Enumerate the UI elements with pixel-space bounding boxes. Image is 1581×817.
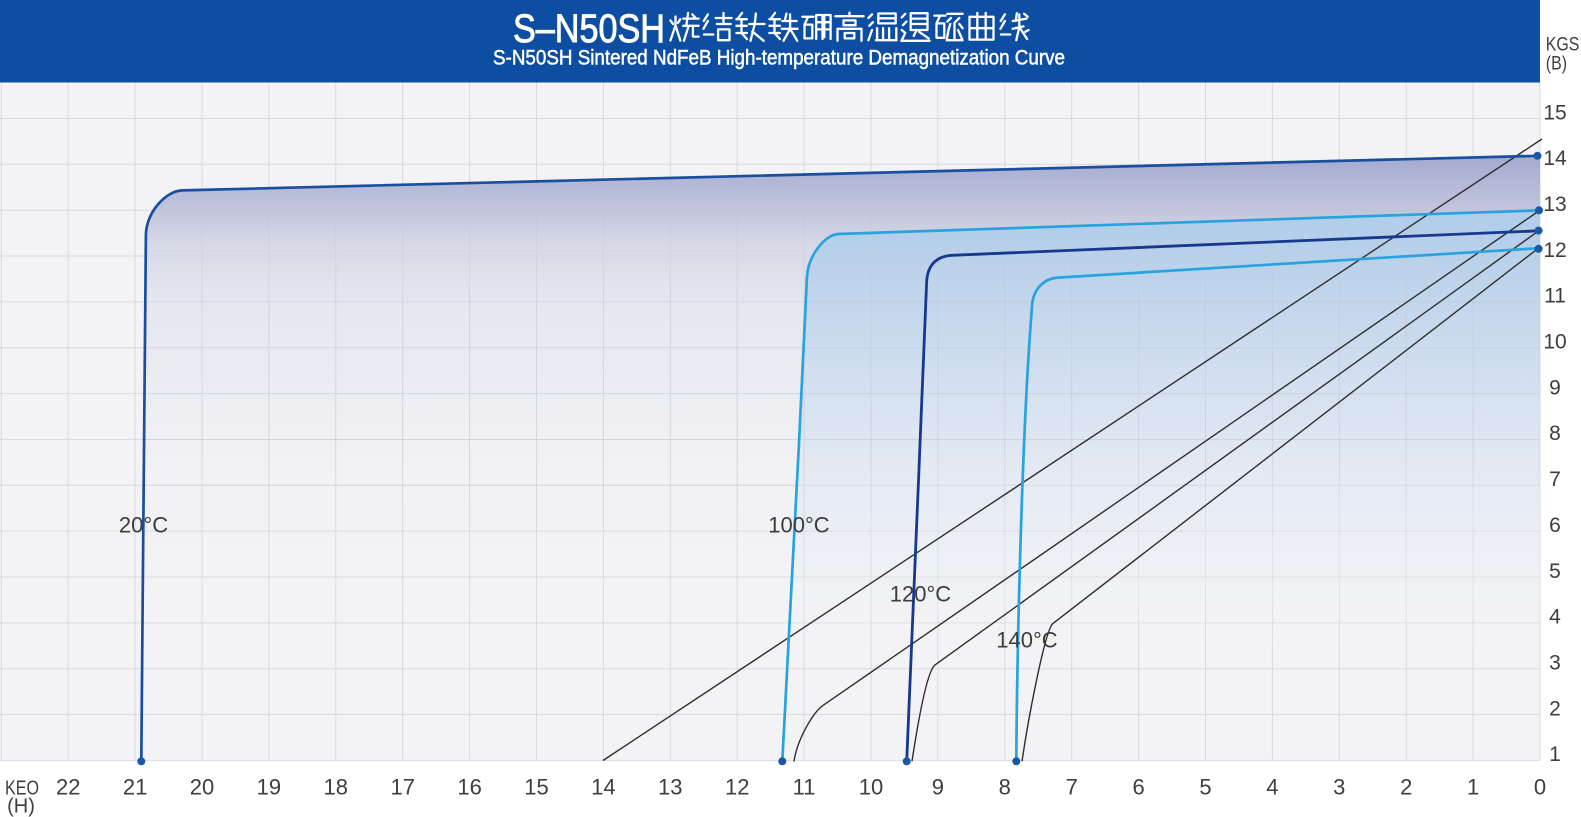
svg-text:7: 7 xyxy=(1549,468,1561,491)
svg-text:19: 19 xyxy=(257,775,281,800)
svg-text:0: 0 xyxy=(1534,775,1546,800)
svg-text:14: 14 xyxy=(1543,147,1567,170)
svg-text:9: 9 xyxy=(932,775,944,800)
svg-text:18: 18 xyxy=(324,775,348,800)
svg-text:8: 8 xyxy=(999,775,1011,800)
svg-text:12: 12 xyxy=(725,775,749,800)
svg-text:(B): (B) xyxy=(1546,53,1567,74)
svg-text:12: 12 xyxy=(1543,239,1566,262)
svg-text:20°C: 20°C xyxy=(119,512,168,537)
svg-text:8: 8 xyxy=(1549,422,1561,445)
svg-text:5: 5 xyxy=(1549,560,1561,583)
svg-text:2: 2 xyxy=(1400,775,1412,800)
svg-text:3: 3 xyxy=(1549,652,1561,675)
svg-text:4: 4 xyxy=(1549,606,1561,629)
svg-text:1: 1 xyxy=(1549,743,1561,766)
svg-text:13: 13 xyxy=(658,775,682,800)
svg-text:5: 5 xyxy=(1199,775,1211,800)
svg-text:20: 20 xyxy=(190,775,214,800)
svg-text:15: 15 xyxy=(524,775,548,800)
svg-text:21: 21 xyxy=(123,775,147,800)
svg-text:10: 10 xyxy=(1543,331,1566,354)
svg-text:15: 15 xyxy=(1543,101,1566,124)
svg-text:9: 9 xyxy=(1549,376,1561,399)
svg-text:6: 6 xyxy=(1549,514,1561,537)
svg-text:6: 6 xyxy=(1132,775,1144,800)
svg-text:120°C: 120°C xyxy=(890,582,952,607)
svg-text:140°C: 140°C xyxy=(996,627,1058,652)
svg-text:KGS: KGS xyxy=(1546,34,1580,55)
svg-text:10: 10 xyxy=(859,775,883,800)
svg-text:22: 22 xyxy=(56,775,80,800)
svg-text:11: 11 xyxy=(1544,285,1566,308)
svg-text:100°C: 100°C xyxy=(768,512,830,537)
svg-text:13: 13 xyxy=(1543,193,1566,216)
svg-text:16: 16 xyxy=(457,775,481,800)
svg-text:1: 1 xyxy=(1467,775,1479,800)
svg-text:17: 17 xyxy=(390,775,414,800)
svg-text:KEO: KEO xyxy=(5,778,39,800)
svg-text:S-N50SH Sintered NdFeB High-te: S-N50SH Sintered NdFeB High-temperature … xyxy=(493,47,1065,70)
svg-text:2: 2 xyxy=(1549,697,1561,720)
svg-text:(H): (H) xyxy=(7,796,35,817)
svg-text:14: 14 xyxy=(591,775,615,800)
svg-text:4: 4 xyxy=(1266,775,1278,800)
svg-text:S–N50SH: S–N50SH xyxy=(513,7,665,51)
svg-text:3: 3 xyxy=(1333,775,1345,800)
svg-text:7: 7 xyxy=(1066,775,1078,800)
svg-text:11: 11 xyxy=(793,775,816,800)
